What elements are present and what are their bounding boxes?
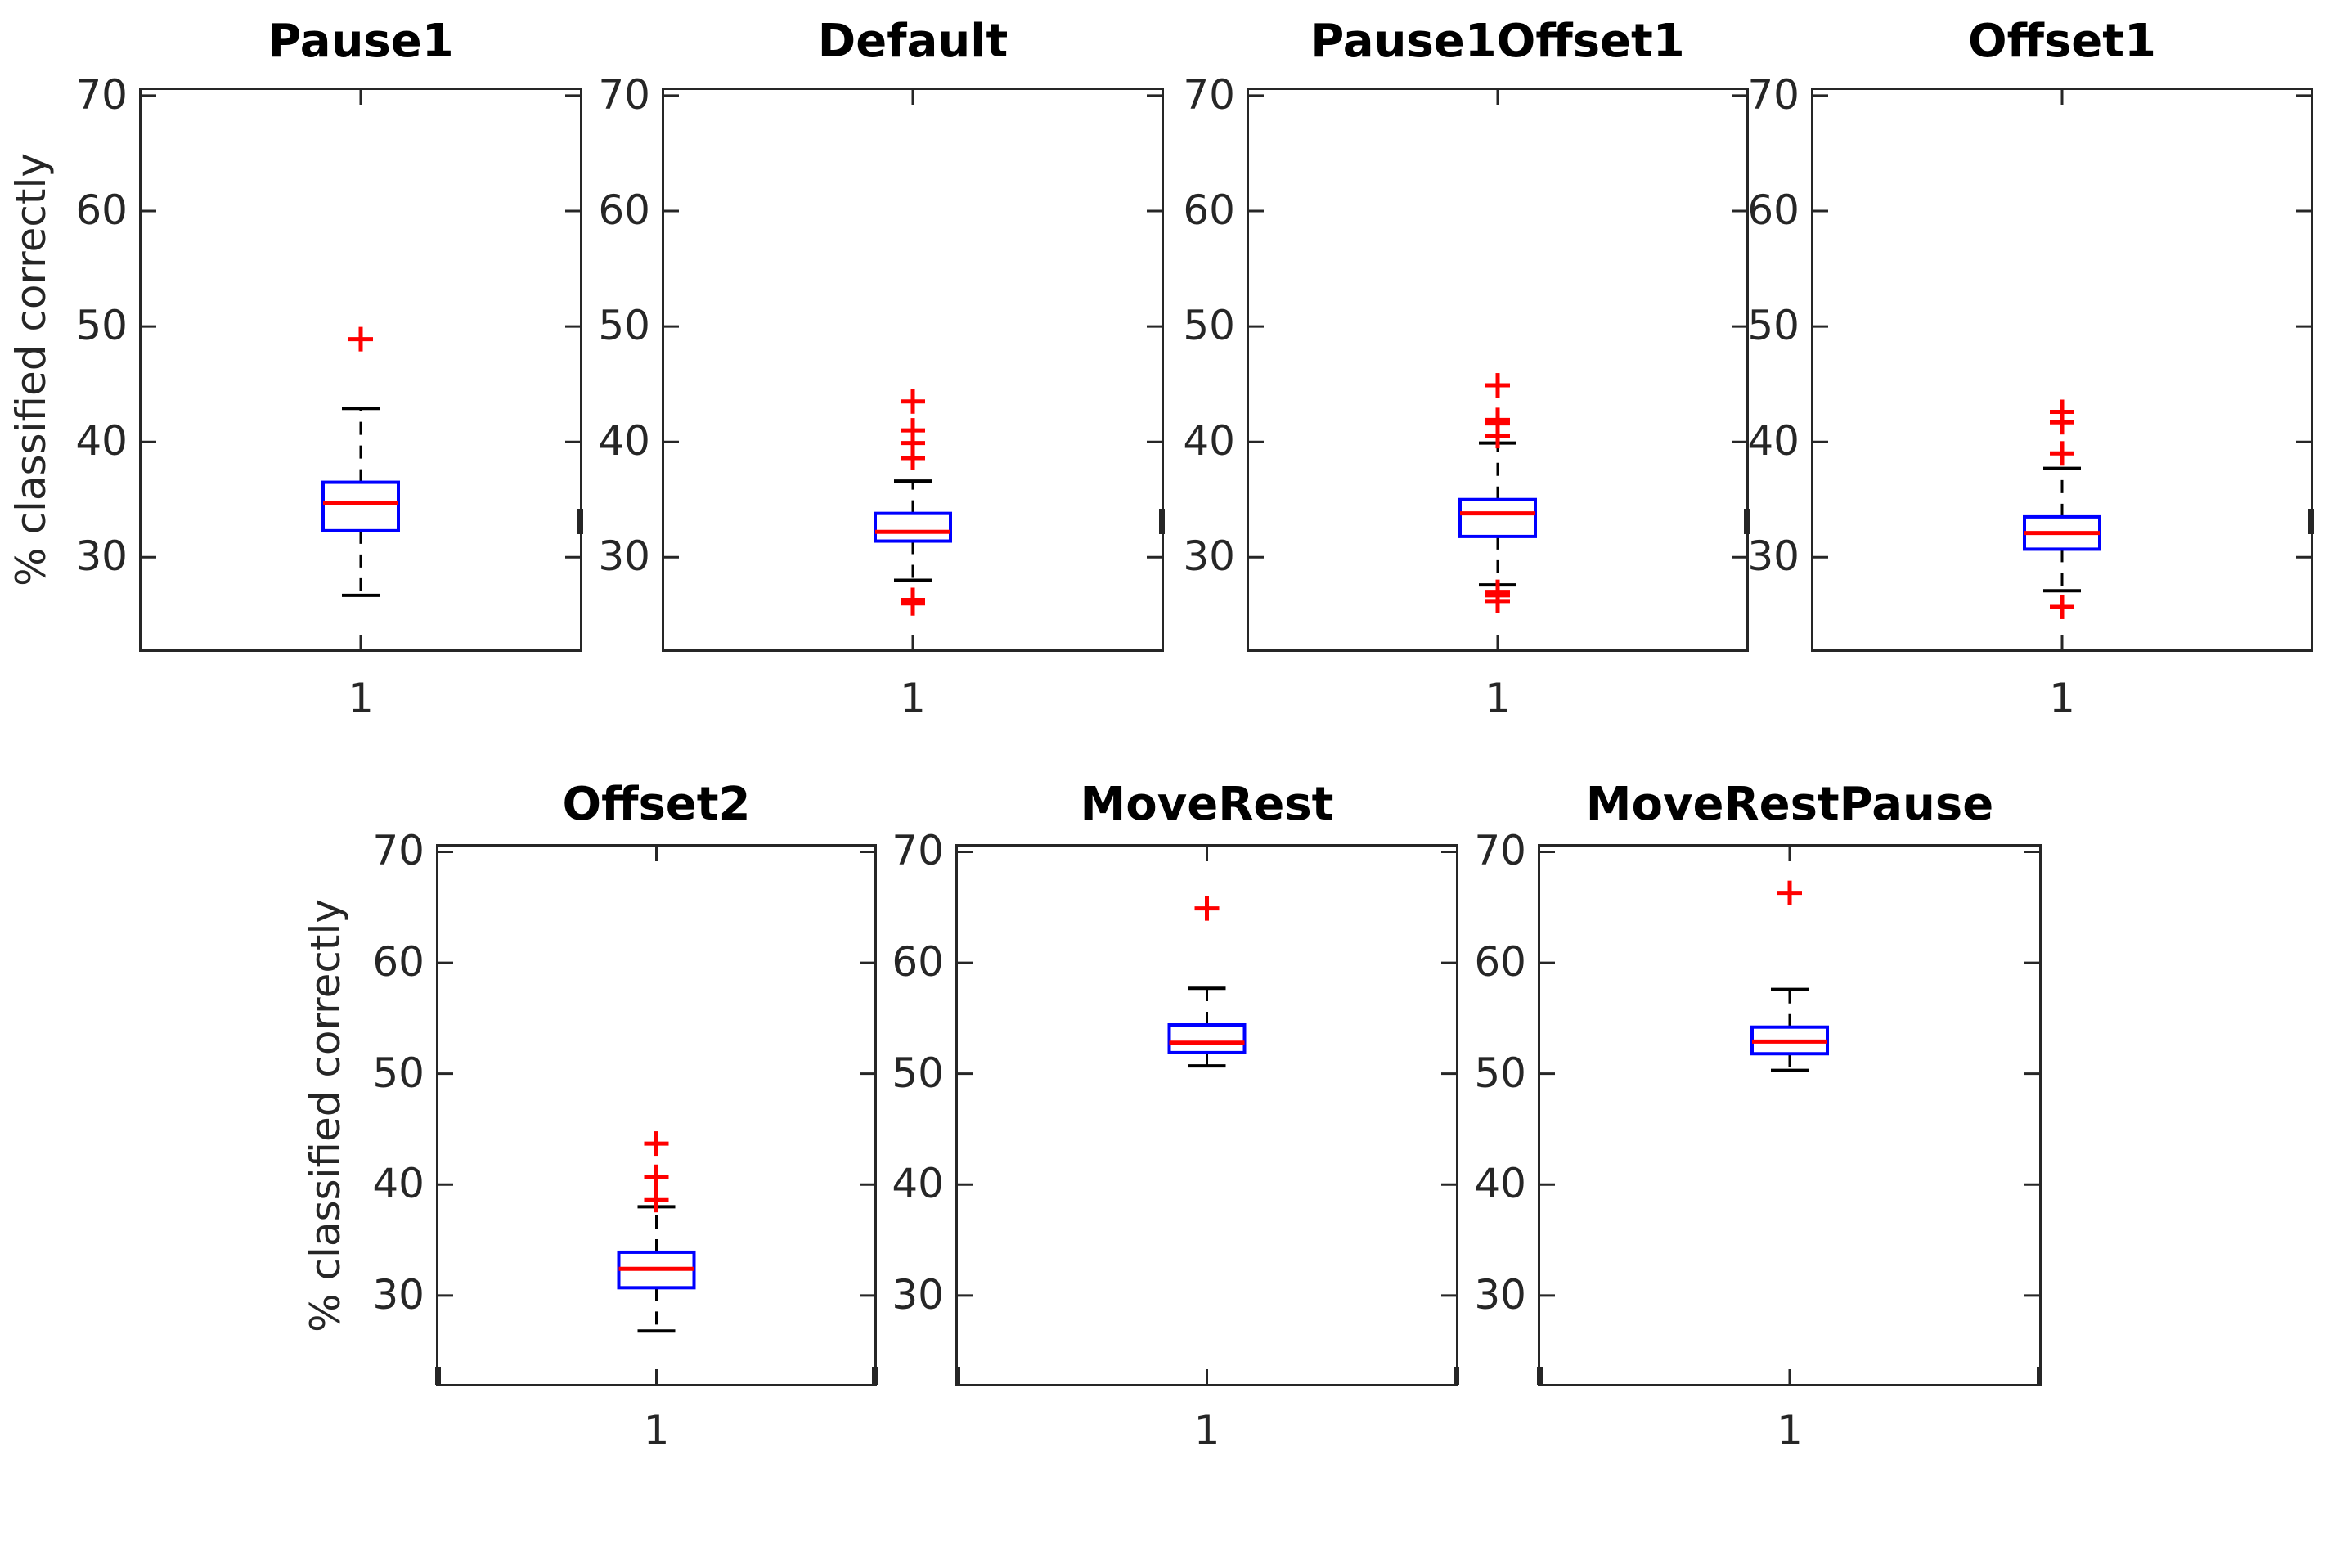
- axes-box: [436, 844, 877, 1386]
- outlier-plus-icon: [2050, 441, 2074, 466]
- y-tick-label: 30: [372, 1270, 425, 1319]
- y-tick-label: 40: [1474, 1160, 1526, 1208]
- y-tick-label: 60: [1474, 938, 1526, 986]
- y-tick-label: 30: [75, 532, 128, 581]
- outlier-plus-icon: [1485, 373, 1510, 398]
- outlier-plus-icon: [901, 389, 925, 414]
- y-tick-label: 70: [372, 827, 425, 875]
- outlier-plus-icon: [901, 445, 925, 470]
- boxplot-subplot-MoveRestPause: [1537, 844, 2042, 1386]
- y-tick-label: 50: [598, 302, 650, 350]
- iqr-box: [874, 511, 952, 543]
- subplot-title-offset2: Offset2: [562, 778, 751, 831]
- x-tick-label: 1: [1193, 1407, 1220, 1454]
- x-tick-label: 1: [643, 1407, 670, 1454]
- y-tick-label: 30: [1747, 532, 1800, 581]
- y-tick-label: 70: [75, 70, 128, 119]
- subplot-title-default: Default: [817, 15, 1009, 68]
- y-tick-label: 40: [1747, 417, 1800, 465]
- outlier-plus-icon: [1194, 896, 1220, 921]
- axes-box: [1538, 844, 2042, 1386]
- x-tick-label: 1: [1485, 675, 1511, 722]
- x-tick-label: 1: [900, 675, 926, 722]
- y-tick-label: 60: [1183, 186, 1235, 234]
- axes-box: [662, 88, 1164, 652]
- boxplot-subplot-Pause1Offset1: [1247, 88, 1750, 652]
- y-tick-label: 70: [892, 827, 944, 875]
- boxplot-subplot-Offset1: [1811, 88, 2314, 652]
- y-axis-label-top-row: % classified correctly: [7, 153, 55, 586]
- y-tick-label: 40: [598, 417, 650, 465]
- y-tick-label: 70: [1183, 70, 1235, 119]
- y-tick-label: 40: [1183, 417, 1235, 465]
- y-tick-label: 70: [1474, 827, 1526, 875]
- outlier-plus-icon: [1485, 588, 1510, 613]
- subplot-title-pause1offset1: Pause1Offset1: [1310, 15, 1685, 68]
- y-tick-label: 60: [598, 186, 650, 234]
- subplot-title-pause1: Pause1: [267, 15, 454, 68]
- axes-box: [139, 88, 582, 652]
- y-tick-label: 60: [892, 938, 944, 986]
- x-tick-label: 1: [2049, 675, 2075, 722]
- outlier-plus-icon: [644, 1164, 669, 1189]
- subplot-title-moverestpause: MoveRestPause: [1585, 778, 1994, 831]
- outlier-plus-icon: [901, 591, 925, 616]
- outlier-plus-icon: [644, 1131, 669, 1157]
- y-tick-label: 30: [598, 532, 650, 581]
- y-tick-label: 50: [1747, 302, 1800, 350]
- outlier-plus-icon: [2050, 410, 2074, 435]
- iqr-box: [1458, 497, 1537, 538]
- axes-box: [955, 844, 1458, 1386]
- y-tick-label: 40: [75, 417, 128, 465]
- y-tick-label: 70: [1747, 70, 1800, 119]
- y-tick-label: 50: [1183, 302, 1235, 350]
- y-tick-label: 60: [75, 186, 128, 234]
- outlier-plus-icon: [644, 1188, 669, 1213]
- y-tick-label: 30: [1474, 1270, 1526, 1319]
- boxplot-subplot-Default: [662, 88, 1165, 652]
- axes-box: [1247, 88, 1749, 652]
- subplot-title-moverest: MoveRest: [1080, 778, 1334, 831]
- boxplot-subplot-Pause1: [139, 88, 583, 652]
- y-tick-label: 50: [372, 1049, 425, 1097]
- y-tick-label: 50: [1474, 1049, 1526, 1097]
- y-tick-label: 60: [1747, 186, 1800, 234]
- y-tick-label: 50: [892, 1049, 944, 1097]
- subplot-title-offset1: Offset1: [1967, 15, 2157, 68]
- iqr-box: [321, 480, 400, 532]
- y-tick-label: 30: [1183, 532, 1235, 581]
- x-tick-label: 1: [348, 675, 374, 722]
- outlier-plus-icon: [1777, 880, 1802, 905]
- boxplot-subplot-Offset2: [435, 844, 878, 1386]
- y-tick-label: 70: [598, 70, 650, 119]
- axes-box: [1811, 88, 2313, 652]
- y-tick-label: 40: [372, 1160, 425, 1208]
- outlier-plus-icon: [348, 326, 373, 352]
- y-tick-label: 30: [892, 1270, 944, 1319]
- outlier-plus-icon: [1485, 424, 1510, 449]
- y-tick-label: 60: [372, 938, 425, 986]
- y-tick-label: 40: [892, 1160, 944, 1208]
- x-tick-label: 1: [1777, 1407, 1803, 1454]
- boxplot-subplot-MoveRest: [955, 844, 1459, 1386]
- y-axis-label-bottom-row: % classified correctly: [302, 899, 349, 1332]
- outlier-plus-icon: [2050, 594, 2074, 619]
- y-tick-label: 50: [75, 302, 128, 350]
- iqr-box: [1167, 1023, 1247, 1054]
